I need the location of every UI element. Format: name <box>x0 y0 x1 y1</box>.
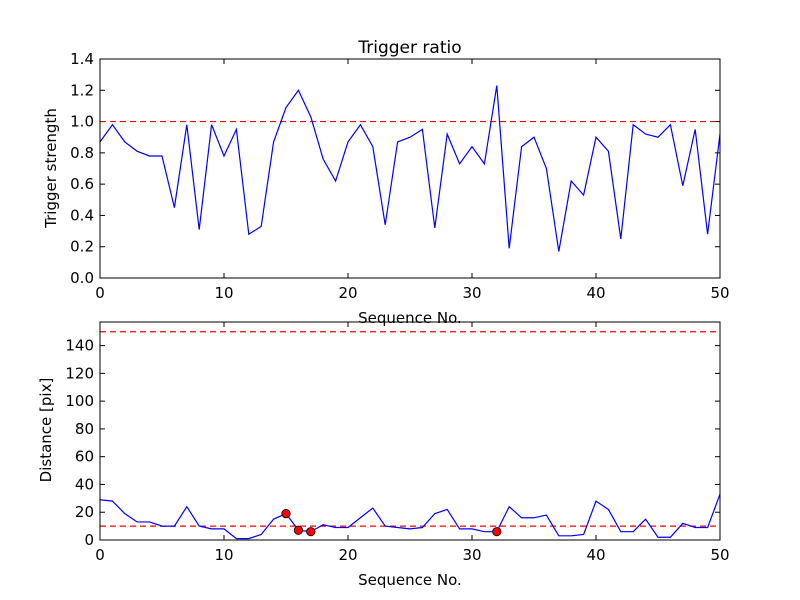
y-tick-label: 80 <box>75 420 94 438</box>
x-tick-label: 40 <box>586 546 605 564</box>
x-tick-label: 10 <box>214 546 233 564</box>
flagged-point <box>306 527 316 537</box>
x-tick-label: 0 <box>95 284 105 302</box>
y-tick-label: 0 <box>84 531 94 549</box>
x-tick-label: 20 <box>338 284 357 302</box>
x-tick-label: 40 <box>586 284 605 302</box>
y-axis-label: Distance [pix] <box>37 378 55 483</box>
y-tick-label: 0.4 <box>70 206 94 224</box>
x-axis-label: Sequence No. <box>358 309 462 327</box>
series-group <box>99 493 721 540</box>
y-tick-label: 1.0 <box>70 113 94 131</box>
trigger-ratio-chart: Trigger ratio Sequence No. Trigger stren… <box>42 38 730 327</box>
x-axis-label: Sequence No. <box>358 571 462 589</box>
series-line <box>99 493 721 540</box>
y-tick-label: 40 <box>75 475 94 493</box>
x-tick-label: 50 <box>710 284 729 302</box>
series-group <box>99 85 721 252</box>
flagged-point <box>281 509 291 519</box>
x-tick-label: 10 <box>214 284 233 302</box>
series-line <box>99 85 721 252</box>
y-tick-label: 60 <box>75 448 94 466</box>
y-tick-label: 0.6 <box>70 175 94 193</box>
distance-chart: Sequence No. Distance [pix] 0 10 20 30 40 500… <box>37 321 730 589</box>
y-tick-label: 100 <box>65 392 94 410</box>
x-tick-label: 30 <box>462 546 481 564</box>
y-tick-label: 0.8 <box>70 144 94 162</box>
y-tick-label: 0.0 <box>70 269 94 287</box>
flagged-point <box>293 525 303 535</box>
y-tick-label: 140 <box>65 337 94 355</box>
y-axis-label: Trigger strength <box>42 108 60 229</box>
tick-group: 0 10 20 30 40 50 0.0 0.2 0.4 0.6 0.8 1.0 1.2 1.4 <box>70 50 729 302</box>
x-tick-label: 30 <box>462 284 481 302</box>
threshold-group <box>100 331 720 527</box>
x-tick-label: 0 <box>95 546 105 564</box>
plot-frame <box>99 321 721 541</box>
chart-title: Trigger ratio <box>357 38 461 58</box>
x-tick-label: 50 <box>710 546 729 564</box>
y-tick-label: 20 <box>75 503 94 521</box>
y-tick-label: 1.2 <box>70 81 94 99</box>
x-tick-label: 20 <box>338 546 357 564</box>
y-tick-label: 1.4 <box>70 50 94 68</box>
y-tick-label: 0.2 <box>70 238 94 256</box>
plot-frame <box>99 58 721 279</box>
tick-group: 0 10 20 30 40 50 0 20 40 60 80 100 120 140 <box>65 322 730 564</box>
y-tick-label: 120 <box>65 364 94 382</box>
flagged-point <box>492 527 502 537</box>
